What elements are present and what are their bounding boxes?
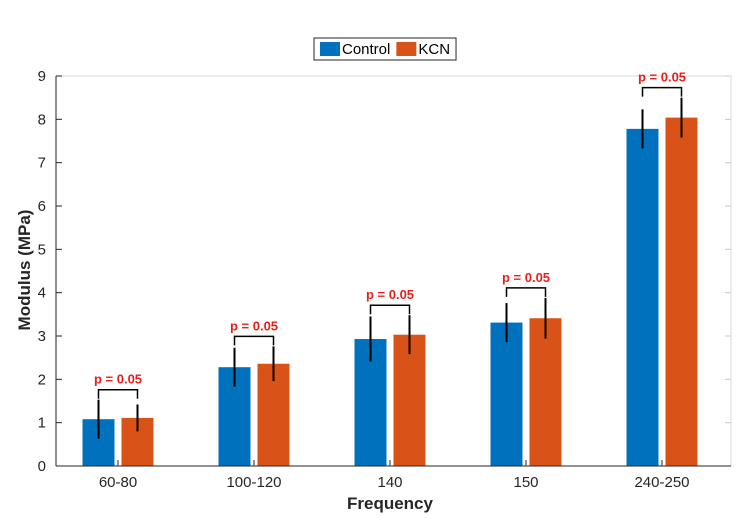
x-tick-label: 140 bbox=[377, 474, 402, 491]
significance-bracket bbox=[641, 86, 683, 97]
error-bars-layer bbox=[97, 97, 683, 439]
bar-kcn bbox=[393, 334, 426, 466]
bar-control bbox=[490, 322, 523, 466]
x-tick-label: 240-250 bbox=[634, 474, 689, 491]
legend-label-control: Control bbox=[342, 41, 390, 58]
y-tick-label: 4 bbox=[38, 285, 46, 302]
annotations-layer: p = 0.05 p = 0.05 p = 0.05 p = 0.05 p = 0.05 bbox=[94, 70, 686, 399]
y-axis: 0 1 2 3 4 5 6 7 8 9 bbox=[38, 68, 731, 475]
y-tick-label: 0 bbox=[38, 458, 46, 475]
legend-box bbox=[313, 37, 457, 61]
y-tick-label: 1 bbox=[38, 415, 46, 432]
legend-label-kcn: KCN bbox=[418, 41, 450, 58]
y-tick-label: 7 bbox=[38, 155, 46, 172]
x-axis: 60-80 100-120 140 150 240-250 bbox=[56, 460, 731, 491]
significance-bracket bbox=[97, 388, 139, 399]
x-tick-label: 150 bbox=[513, 474, 538, 491]
p-value-label: p = 0.05 bbox=[366, 287, 414, 302]
y-tick-label: 9 bbox=[38, 68, 46, 85]
significance-bracket bbox=[233, 335, 275, 346]
y-tick-label: 8 bbox=[38, 111, 46, 128]
legend: Control KCN bbox=[313, 37, 457, 61]
y-tick-label: 3 bbox=[38, 328, 46, 345]
x-axis-label: Frequency bbox=[347, 494, 434, 513]
y-tick-label: 6 bbox=[38, 198, 46, 215]
p-value-label: p = 0.05 bbox=[94, 372, 142, 387]
x-tick-label: 60-80 bbox=[99, 474, 137, 491]
significance-bracket bbox=[505, 287, 547, 297]
legend-swatch-kcn bbox=[396, 42, 417, 56]
y-tick-label: 5 bbox=[38, 241, 46, 258]
significance-bracket bbox=[369, 304, 411, 315]
p-value-label: p = 0.05 bbox=[502, 270, 550, 285]
bars-layer bbox=[82, 117, 698, 466]
bar-kcn bbox=[665, 117, 698, 466]
bar-kcn bbox=[529, 318, 562, 466]
bar-control bbox=[626, 128, 659, 466]
p-value-label: p = 0.05 bbox=[230, 318, 278, 333]
y-axis-label: Modulus (MPa) bbox=[15, 210, 34, 331]
x-tick-label: 100-120 bbox=[226, 474, 281, 491]
legend-swatch-control bbox=[320, 42, 340, 56]
p-value-label: p = 0.05 bbox=[638, 70, 686, 85]
y-tick-label: 2 bbox=[38, 371, 46, 388]
